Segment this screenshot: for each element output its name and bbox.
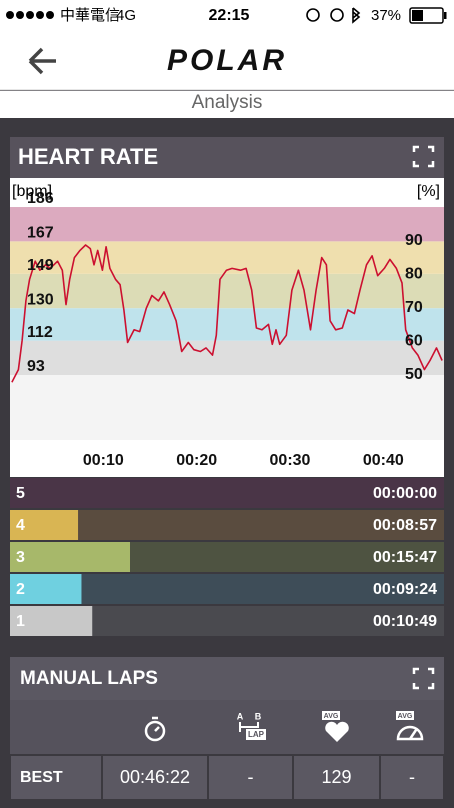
lap-value: 129 <box>321 767 351 787</box>
zone-label: 3 <box>16 549 25 566</box>
zone-time: 00:10:49 <box>373 613 437 630</box>
back-button[interactable] <box>28 47 56 75</box>
x-tick-label: 00:40 <box>363 452 404 469</box>
y2-tick-label: 80 <box>405 265 423 282</box>
y-tick-label: 93 <box>27 358 45 375</box>
card-header <box>10 657 444 700</box>
zone-time: 00:00:00 <box>373 485 437 502</box>
stopwatch-icon <box>144 716 166 742</box>
y2-tick-label: 90 <box>405 232 423 249</box>
zone-band <box>10 273 444 309</box>
battery-percent: 37% <box>371 7 401 24</box>
x-tick-label: 00:30 <box>270 452 311 469</box>
heart-rate-line <box>11 244 443 383</box>
lap-value: - <box>409 767 415 787</box>
lap-value: - <box>248 767 254 787</box>
zone-time: 00:15:47 <box>373 549 437 566</box>
clock: 22:15 <box>209 7 250 24</box>
zone-row <box>10 574 444 604</box>
zone-bar <box>10 574 82 604</box>
zone-band <box>10 308 444 341</box>
zone-label: 5 <box>16 485 25 502</box>
zone-bar <box>10 606 93 636</box>
zone-label: 2 <box>16 581 25 598</box>
zone-band <box>10 340 444 375</box>
header-bg <box>0 0 454 90</box>
y-tick-label: 186 <box>27 190 54 207</box>
y2-axis-label: [%] <box>417 183 440 200</box>
icon-row <box>10 700 444 755</box>
chart-title: HEART RATE <box>18 144 158 169</box>
y-tick-label: 167 <box>27 225 54 242</box>
lap-icon: A B LAP <box>237 711 266 740</box>
avg-hr-icon: AVG <box>322 711 349 742</box>
zone-bar <box>10 542 130 572</box>
x-tick-label: 00:10 <box>83 452 124 469</box>
icon-text: LAP <box>248 730 265 739</box>
y2-tick-label: 50 <box>405 366 423 383</box>
zone-band <box>10 207 444 242</box>
zone-label: 4 <box>16 517 25 534</box>
icon-text: AVG <box>398 713 413 720</box>
lap-value: 00:46:22 <box>120 767 190 787</box>
y2-tick-label: 60 <box>405 333 423 350</box>
zone-row <box>10 478 444 508</box>
x-tick-label: 00:20 <box>176 452 217 469</box>
avg-speed-icon: AVG <box>396 711 424 741</box>
icon-text: B <box>255 711 262 721</box>
zone-band <box>10 374 444 440</box>
subheader-bg <box>0 91 454 118</box>
icon-text: AVG <box>324 713 339 720</box>
status-icons <box>306 7 361 24</box>
zone-row <box>10 510 444 540</box>
icon-text: A <box>237 711 244 721</box>
expand-button[interactable] <box>412 667 435 690</box>
lap-cell <box>9 754 103 801</box>
battery <box>409 7 447 24</box>
y-tick-label: 149 <box>27 257 54 274</box>
carrier: 中華電信 <box>60 7 120 24</box>
lap-cell <box>101 754 209 801</box>
zone-time: 00:08:57 <box>373 517 437 534</box>
y-tick-label: 112 <box>27 324 53 341</box>
lap-row-label: BEST <box>20 769 63 786</box>
signal <box>6 11 54 19</box>
page-title: Analysis <box>192 92 263 113</box>
lap-cell <box>379 754 445 801</box>
network: 4G <box>116 7 136 24</box>
logo: POLAR <box>167 44 287 77</box>
y-tick-label: 130 <box>27 291 54 308</box>
zone-time: 00:09:24 <box>373 581 437 598</box>
zone-bar <box>10 510 79 540</box>
y-axis-label: [bpm] <box>12 183 52 200</box>
zone-label: 1 <box>16 613 25 630</box>
card-header <box>10 137 444 178</box>
laps-title: MANUAL LAPS <box>20 668 158 689</box>
expand-button[interactable] <box>412 145 435 168</box>
y2-tick-label: 70 <box>405 299 423 316</box>
